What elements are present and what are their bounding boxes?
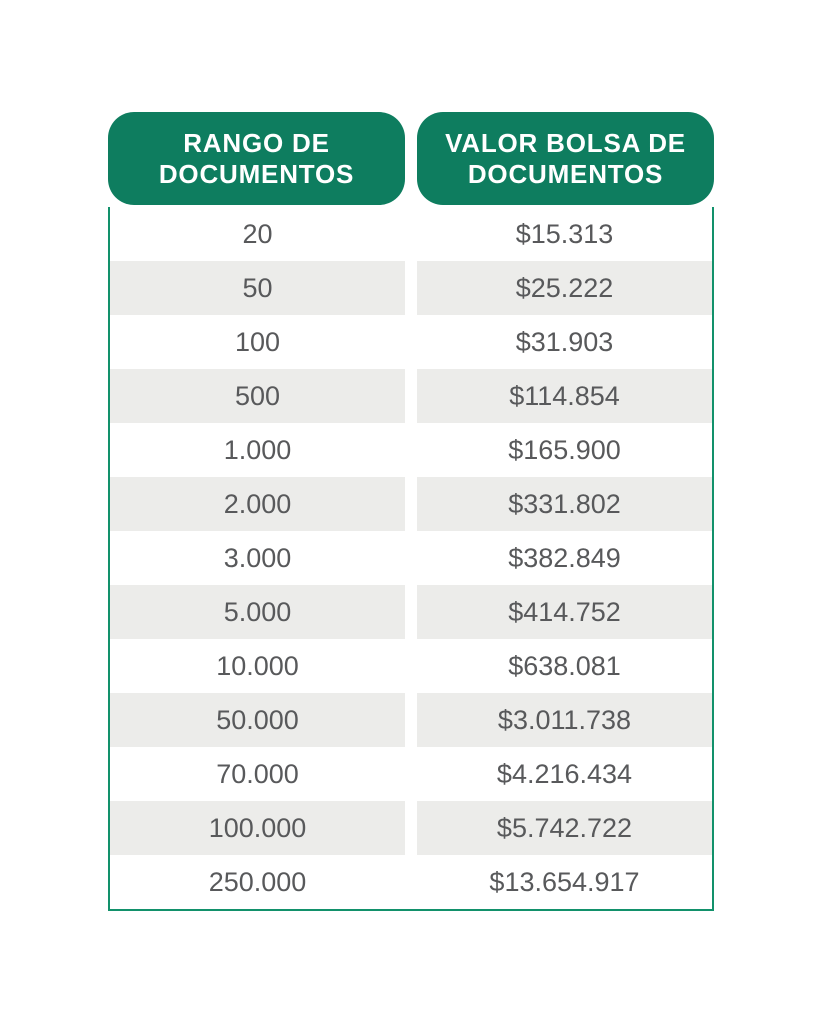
header-rango-line2: DOCUMENTOS (158, 158, 355, 189)
value-cell: $4.216.434 (417, 747, 712, 801)
range-cell: 20 (110, 207, 405, 261)
value-cell: $638.081 (417, 639, 712, 693)
range-cell: 10.000 (110, 639, 405, 693)
pricing-table: RANGO DE DOCUMENTOS VALOR BOLSA DE DOCUM… (108, 112, 714, 911)
header-valor-bolsa-de-documentos: VALOR BOLSA DE DOCUMENTOS (417, 112, 714, 205)
range-cell: 1.000 (110, 423, 405, 477)
table-row: 50 $25.222 (110, 261, 712, 315)
range-cell: 250.000 (110, 855, 405, 909)
range-cell: 2.000 (110, 477, 405, 531)
table-row: 250.000 $13.654.917 (110, 855, 712, 909)
table-row: 500 $114.854 (110, 369, 712, 423)
value-cell: $414.752 (417, 585, 712, 639)
range-cell: 50.000 (110, 693, 405, 747)
range-cell: 3.000 (110, 531, 405, 585)
table-row: 1.000 $165.900 (110, 423, 712, 477)
range-cell: 100 (110, 315, 405, 369)
table-row: 5.000 $414.752 (110, 585, 712, 639)
table-row: 2.000 $331.802 (110, 477, 712, 531)
value-cell: $15.313 (417, 207, 712, 261)
table-row: 100.000 $5.742.722 (110, 801, 712, 855)
range-cell: 100.000 (110, 801, 405, 855)
value-cell: $31.903 (417, 315, 712, 369)
table-body: 20 $15.313 50 $25.222 100 $31.903 500 $1… (108, 207, 714, 911)
table-header-row: RANGO DE DOCUMENTOS VALOR BOLSA DE DOCUM… (108, 112, 714, 205)
range-cell: 50 (110, 261, 405, 315)
header-rango-line1: RANGO DE (183, 127, 330, 158)
range-cell: 5.000 (110, 585, 405, 639)
value-cell: $382.849 (417, 531, 712, 585)
header-valor-line2: DOCUMENTOS (467, 158, 664, 189)
value-cell: $13.654.917 (417, 855, 712, 909)
header-rango-de-documentos: RANGO DE DOCUMENTOS (108, 112, 405, 205)
value-cell: $114.854 (417, 369, 712, 423)
value-cell: $3.011.738 (417, 693, 712, 747)
table-row: 70.000 $4.216.434 (110, 747, 712, 801)
table-row: 50.000 $3.011.738 (110, 693, 712, 747)
range-cell: 70.000 (110, 747, 405, 801)
value-cell: $25.222 (417, 261, 712, 315)
range-cell: 500 (110, 369, 405, 423)
table-row: 20 $15.313 (110, 207, 712, 261)
value-cell: $165.900 (417, 423, 712, 477)
header-valor-line1: VALOR BOLSA DE (445, 127, 686, 158)
table-row: 100 $31.903 (110, 315, 712, 369)
table-row: 10.000 $638.081 (110, 639, 712, 693)
value-cell: $331.802 (417, 477, 712, 531)
table-row: 3.000 $382.849 (110, 531, 712, 585)
value-cell: $5.742.722 (417, 801, 712, 855)
